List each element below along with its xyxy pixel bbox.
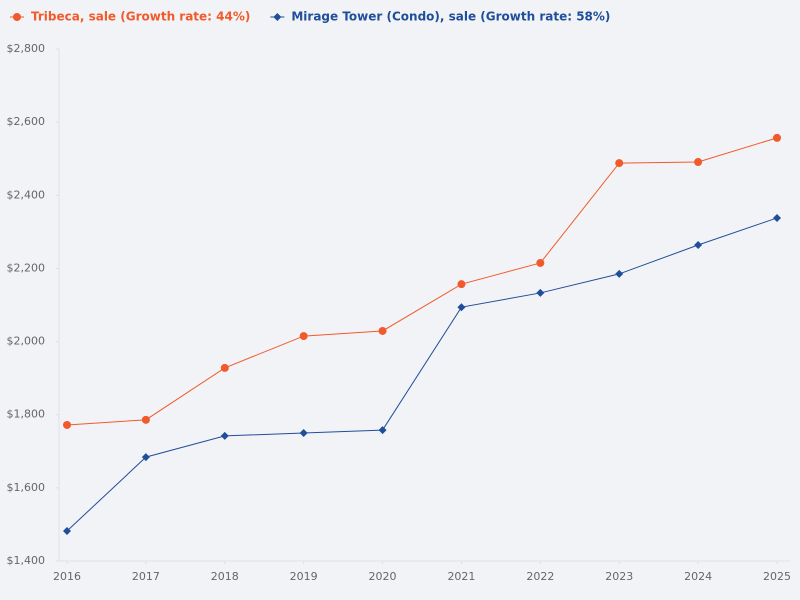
x-tick-label: 2021	[447, 570, 475, 583]
data-point	[378, 426, 387, 435]
y-tick-label: $1,400	[7, 554, 46, 567]
y-tick-label: $1,600	[7, 481, 46, 494]
x-tick-label: 2017	[132, 570, 160, 583]
data-point	[615, 159, 624, 168]
data-point	[299, 429, 308, 437]
series-line	[66, 137, 778, 426]
x-tick-label: 2016	[53, 570, 81, 583]
data-point	[141, 453, 150, 462]
data-point	[63, 420, 71, 429]
series-line	[66, 217, 778, 532]
data-point	[457, 303, 466, 312]
y-tick-label: $2,200	[7, 261, 46, 274]
data-point	[773, 213, 781, 222]
x-tick-label: 2023	[605, 570, 633, 583]
y-tick-label: $2,000	[7, 335, 46, 348]
data-point	[378, 326, 387, 335]
y-tick-label: $2,400	[7, 188, 46, 201]
data-point	[773, 133, 781, 142]
y-tick-label: $1,800	[7, 408, 46, 421]
x-tick-label: 2018	[211, 570, 239, 583]
data-point	[457, 280, 466, 289]
data-point	[694, 158, 703, 167]
data-point	[63, 527, 71, 536]
legend-marker	[273, 13, 282, 21]
x-tick-label: 2020	[369, 570, 397, 583]
data-point	[220, 363, 229, 372]
data-point	[141, 415, 150, 424]
data-point	[536, 258, 545, 267]
x-tick-label: 2019	[290, 570, 318, 583]
data-point	[299, 332, 308, 341]
x-tick-label: 2025	[763, 570, 791, 583]
x-tick-label: 2024	[684, 570, 712, 583]
data-point	[220, 431, 229, 440]
data-point	[536, 288, 545, 297]
y-tick-label: $2,800	[7, 42, 46, 55]
legend-label: Mirage Tower (Condo), sale (Growth rate:…	[291, 10, 610, 24]
data-point	[694, 241, 703, 250]
x-tick-label: 2022	[526, 570, 554, 583]
data-point	[615, 269, 624, 278]
y-tick-label: $2,600	[7, 115, 46, 128]
legend-marker	[13, 13, 21, 21]
legend-label: Tribeca, sale (Growth rate: 44%)	[31, 10, 250, 24]
